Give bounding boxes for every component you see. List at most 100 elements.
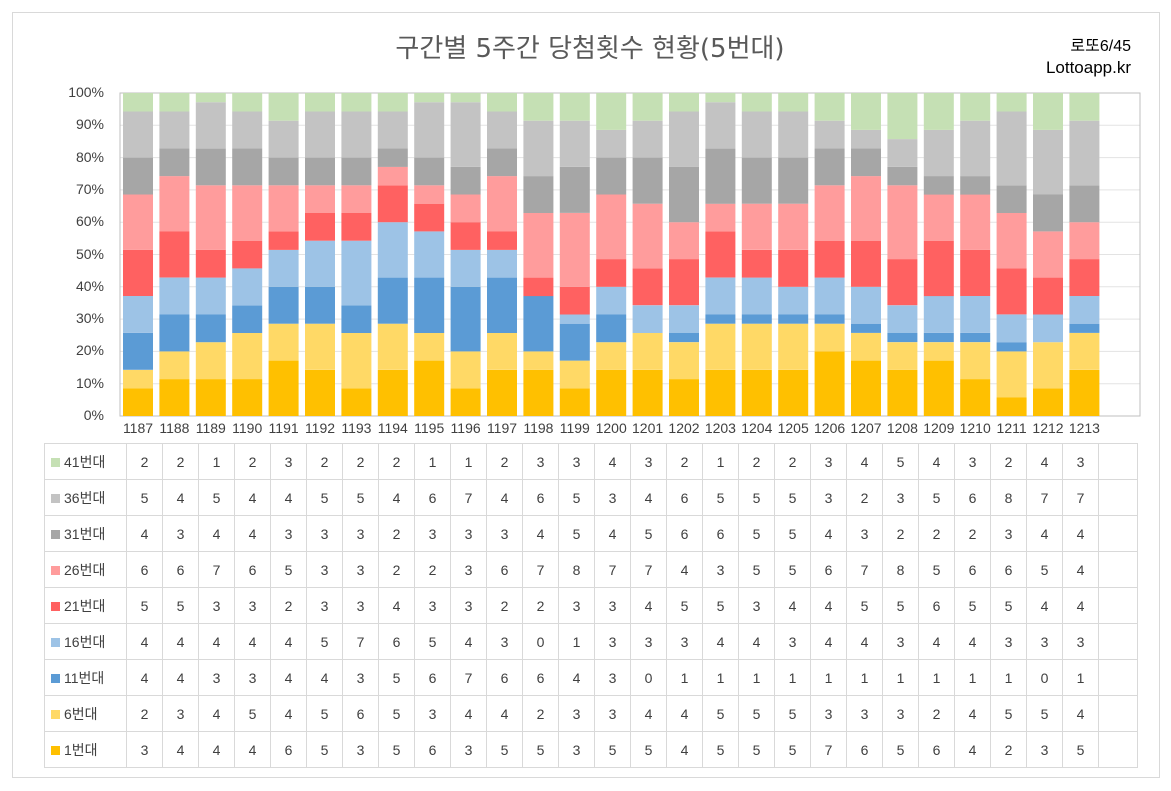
table-cell: 2: [126, 443, 163, 480]
bar-segment-1192-s5: [305, 185, 335, 213]
bar-segment-1209-s5: [923, 194, 954, 241]
chart-title: 구간별 5주간 당첨횟수 현황(5번대): [395, 34, 785, 64]
table-row: 41번대 2 2 1 2 3 2 2 2 1 1 2 3 3 4 3 2 1 2 2 3 4 5 4 3 2 4 3: [44, 443, 1138, 480]
table-cell: 2: [234, 443, 271, 480]
bar-segment-1191-s8: [268, 93, 299, 121]
table-cell: 1: [666, 659, 703, 696]
table-cell: 4: [198, 695, 235, 732]
table-cell: 6: [522, 659, 559, 696]
table-cell: 3: [594, 587, 631, 624]
table-cell: 4: [1026, 515, 1063, 552]
table-cell: 4: [666, 731, 703, 768]
legend-swatch: [51, 566, 60, 576]
bar-segment-1205-s4: [778, 249, 809, 287]
bar-segment-1203-s6: [705, 148, 736, 204]
bar-segment-1209-s4: [923, 240, 954, 297]
table-cell: 2: [522, 695, 559, 732]
table-cell: 3: [774, 623, 811, 660]
table-cell: 5: [918, 551, 955, 588]
table-cell: 4: [198, 731, 235, 768]
table-cell: 4: [1062, 551, 1099, 588]
bar-segment-1190-s7: [232, 111, 263, 149]
table-cell: 6: [666, 515, 703, 552]
table-cell: 1: [882, 659, 919, 696]
table-cell: 4: [234, 623, 271, 660]
bar-segment-1205-s5: [778, 203, 809, 250]
bar-segment-1192-s7: [305, 111, 335, 158]
legend-swatch: [51, 710, 60, 720]
table-cell: 3: [702, 551, 739, 588]
table-cell: 4: [198, 623, 235, 660]
bar-segment-1196-s1: [450, 351, 481, 389]
table-cell: 4: [918, 443, 955, 480]
table-cell: 7: [1062, 479, 1099, 516]
bar-segment-1187-s6: [123, 157, 153, 195]
bar-segment-1212-s7: [1033, 129, 1063, 195]
bar-segment-1209-s3: [923, 296, 954, 333]
table-cell: 2: [378, 551, 415, 588]
x-tick-label: 1193: [341, 420, 372, 436]
x-tick-label: 1205: [777, 420, 809, 436]
bar-segment-1206-s3: [814, 277, 845, 315]
table-cell: 3: [810, 695, 847, 732]
bar-segment-1196-s8: [450, 93, 481, 103]
bar-segment-1191-s2: [268, 286, 299, 324]
series-name: 11번대: [64, 669, 105, 686]
bar-segment-1210-s8: [960, 93, 991, 121]
table-cell: 5: [990, 695, 1027, 732]
table-cell: 4: [162, 731, 199, 768]
data-table: 41번대 2 2 1 2 3 2 2 2 1 1 2 3 3 4 3 2 1 2 2 3 4 5 4 3 2 4 3 36번대 5 4 5 4 4…: [44, 443, 1138, 768]
bar-segment-1213-s2: [1069, 323, 1100, 333]
bar-segment-1199-s8: [559, 93, 590, 121]
table-cell: 4: [594, 515, 631, 552]
table-cell: 3: [450, 587, 487, 624]
table-cell: 4: [1026, 443, 1063, 480]
table-cell: 5: [702, 587, 739, 624]
x-tick-label: 1197: [486, 420, 518, 436]
table-cell: 5: [342, 479, 379, 516]
bar-segment-1213-s5: [1069, 222, 1100, 260]
bar-segment-1211-s4: [996, 268, 1027, 315]
bar-segment-1209-s6: [923, 176, 954, 195]
bar-segment-1206-s2: [814, 314, 845, 324]
y-tick-label: 50%: [75, 245, 104, 262]
bar-segment-1202-s3: [669, 305, 699, 333]
table-cell: 3: [846, 515, 883, 552]
bar-segment-1193-s7: [341, 111, 372, 158]
table-cell: 1: [450, 443, 487, 480]
bar-segment-1205-s3: [778, 286, 809, 315]
table-row: 31번대 4 3 4 4 3 3 3 2 3 3 3 4 5 4 5 6 6 5 5 4 3 2 2 2 3 4 4: [44, 515, 1138, 552]
table-cell: 4: [954, 731, 991, 768]
table-cell: 4: [378, 587, 415, 624]
bar-segment-1187-s8: [123, 93, 153, 112]
table-cell: 3: [306, 551, 343, 588]
bar-segment-1194-s7: [377, 111, 408, 149]
bar-segment-1189-s0: [195, 379, 226, 416]
bar-segment-1190-s3: [232, 268, 263, 306]
table-cell: 1: [198, 443, 235, 480]
table-cell: 2: [918, 515, 955, 552]
bar-segment-1203-s8: [705, 93, 736, 103]
bar-segment-1192-s1: [305, 323, 335, 370]
table-cell: 4: [810, 515, 847, 552]
bar-segment-1199-s7: [559, 120, 590, 167]
bar-segment-1189-s7: [195, 102, 226, 149]
bar-segment-1188-s5: [159, 176, 190, 232]
table-cell: 5: [702, 695, 739, 732]
bar-segment-1207-s6: [851, 148, 881, 177]
bar-segment-1198-s7: [523, 120, 554, 177]
legend-swatch: [51, 602, 60, 612]
bar-segment-1212-s6: [1033, 194, 1063, 232]
bar-segment-1199-s6: [559, 166, 590, 213]
table-cell: 3: [414, 515, 451, 552]
bar-segment-1200-s6: [596, 157, 627, 195]
table-cell: 5: [126, 587, 163, 624]
table-cell: 5: [558, 479, 595, 516]
y-tick-label: 0%: [83, 407, 104, 423]
bar-segment-1191-s0: [268, 360, 299, 416]
bar-segment-1188-s8: [159, 93, 190, 112]
table-cell: 3: [882, 695, 919, 732]
table-cell: 2: [846, 479, 883, 516]
bar-segment-1198-s5: [523, 213, 554, 278]
table-cell: 3: [450, 731, 487, 768]
